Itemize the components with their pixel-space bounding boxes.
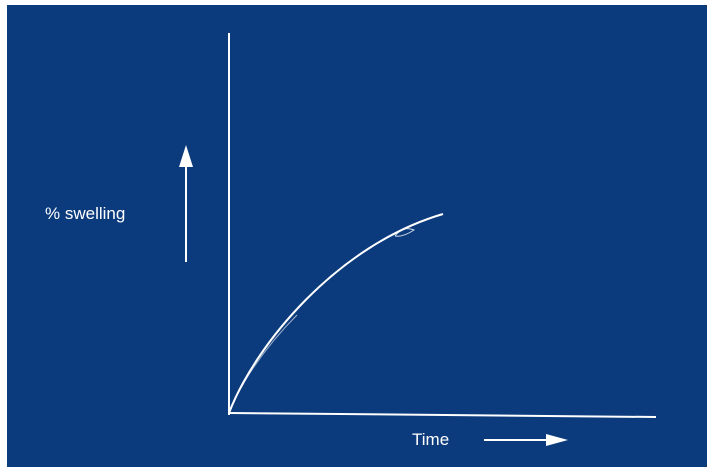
diagram-panel: % swelling Time: [7, 5, 707, 467]
swelling-curve: [228, 213, 444, 414]
swelling-curve-sketch-loop: [394, 228, 416, 237]
y-axis-label: % swelling: [45, 204, 126, 223]
x-axis: [228, 412, 657, 418]
y-direction-arrow-icon: [179, 145, 193, 262]
x-direction-arrow-icon: [484, 434, 568, 446]
x-axis-label: Time: [412, 430, 450, 449]
swelling-diagram: [179, 33, 657, 446]
swelling-curve-sketch-stroke: [229, 314, 298, 410]
